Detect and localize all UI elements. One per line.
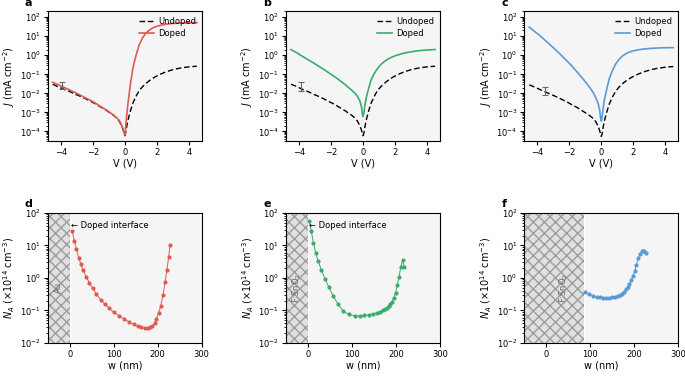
Undoped [121, 133, 129, 138]
Doped [151, 24, 160, 29]
Undoped [97, 105, 105, 109]
Doped [428, 47, 436, 52]
Text: a: a [25, 0, 32, 8]
Undoped [666, 64, 674, 69]
Undoped [49, 82, 57, 86]
Y-axis label: $J$ (mA cm$^{-2}$): $J$ (mA cm$^{-2}$) [240, 46, 256, 107]
Undoped [322, 98, 330, 102]
Text: b: b [263, 0, 271, 8]
Doped [322, 69, 330, 74]
Undoped [100, 107, 108, 111]
Doped [97, 104, 105, 109]
Text: F:SnO$_2$: F:SnO$_2$ [558, 273, 570, 303]
Line: Undoped: Undoped [53, 66, 197, 136]
X-axis label: w (nm): w (nm) [346, 360, 380, 370]
Undoped [192, 64, 201, 69]
Undoped [287, 82, 295, 86]
Doped [338, 80, 347, 85]
Bar [286, 83, 308, 375]
Text: d: d [25, 199, 33, 209]
Legend: Undoped, Doped: Undoped, Doped [375, 16, 436, 39]
Doped [573, 70, 582, 74]
Undoped [389, 75, 397, 79]
Undoped [525, 83, 534, 87]
Undoped [573, 105, 582, 110]
Bar [48, 83, 70, 375]
Doped [669, 45, 677, 50]
Doped [576, 74, 584, 78]
Bar [286, 213, 308, 343]
Text: e: e [263, 199, 271, 209]
Doped [560, 56, 569, 61]
Line: Doped: Doped [291, 50, 435, 117]
Undoped [151, 75, 160, 79]
Y-axis label: $N_A$ (×10$^{14}$ cm$^{-3}$): $N_A$ (×10$^{14}$ cm$^{-3}$) [240, 237, 256, 319]
Undoped [359, 133, 367, 138]
Undoped [379, 82, 388, 86]
Text: ← Doped interface: ← Doped interface [71, 221, 149, 231]
Text: Au: Au [54, 282, 64, 293]
Undoped [142, 82, 150, 86]
Undoped [84, 98, 92, 102]
Text: ← Doped interface: ← Doped interface [310, 221, 387, 231]
Line: Undoped: Undoped [530, 67, 673, 136]
Undoped [627, 75, 636, 80]
Bar [525, 213, 584, 343]
Doped [142, 31, 150, 36]
Doped [389, 54, 397, 59]
Undoped [190, 64, 198, 69]
Doped [431, 47, 439, 52]
Undoped [431, 64, 439, 69]
Doped [190, 21, 198, 25]
Undoped [338, 107, 347, 111]
Y-axis label: $J$ (mA cm$^{-2}$): $J$ (mA cm$^{-2}$) [1, 46, 17, 107]
Doped [597, 119, 606, 123]
Undoped [428, 64, 436, 69]
X-axis label: V (V): V (V) [113, 159, 137, 169]
X-axis label: w (nm): w (nm) [108, 360, 142, 370]
Doped [121, 133, 129, 137]
Doped [359, 114, 367, 119]
Bar [525, 83, 584, 375]
Line: Doped: Doped [530, 27, 673, 121]
Bar [48, 213, 70, 343]
Undoped [560, 98, 569, 103]
Undoped [335, 105, 343, 109]
Y-axis label: $N_A$ (×10$^{14}$ cm$^{-3}$): $N_A$ (×10$^{14}$ cm$^{-3}$) [479, 237, 494, 319]
Text: F:SnO$_2$: F:SnO$_2$ [291, 273, 303, 303]
Legend: Undoped, Doped: Undoped, Doped [137, 16, 197, 39]
Doped [100, 106, 108, 111]
Doped [49, 80, 57, 85]
X-axis label: V (V): V (V) [589, 159, 613, 169]
Y-axis label: $N_A$ (×10$^{14}$ cm$^{-3}$): $N_A$ (×10$^{14}$ cm$^{-3}$) [2, 237, 17, 319]
Undoped [669, 64, 677, 69]
Doped [666, 45, 674, 50]
Text: f: f [501, 199, 506, 209]
Legend: Undoped, Doped: Undoped, Doped [614, 16, 674, 39]
Doped [192, 20, 201, 25]
Doped [618, 54, 626, 59]
X-axis label: V (V): V (V) [351, 159, 375, 169]
X-axis label: w (nm): w (nm) [584, 360, 619, 370]
Undoped [618, 82, 626, 86]
Text: c: c [501, 0, 508, 8]
Doped [525, 25, 534, 29]
Doped [287, 47, 295, 52]
Line: Undoped: Undoped [291, 66, 435, 136]
Doped [379, 59, 388, 64]
Undoped [597, 134, 606, 139]
Y-axis label: $J$ (mA cm$^{-2}$): $J$ (mA cm$^{-2}$) [478, 46, 494, 107]
Undoped [576, 107, 584, 112]
Line: Doped: Doped [53, 22, 197, 135]
Doped [335, 78, 343, 82]
Doped [84, 97, 92, 101]
Doped [627, 49, 636, 54]
